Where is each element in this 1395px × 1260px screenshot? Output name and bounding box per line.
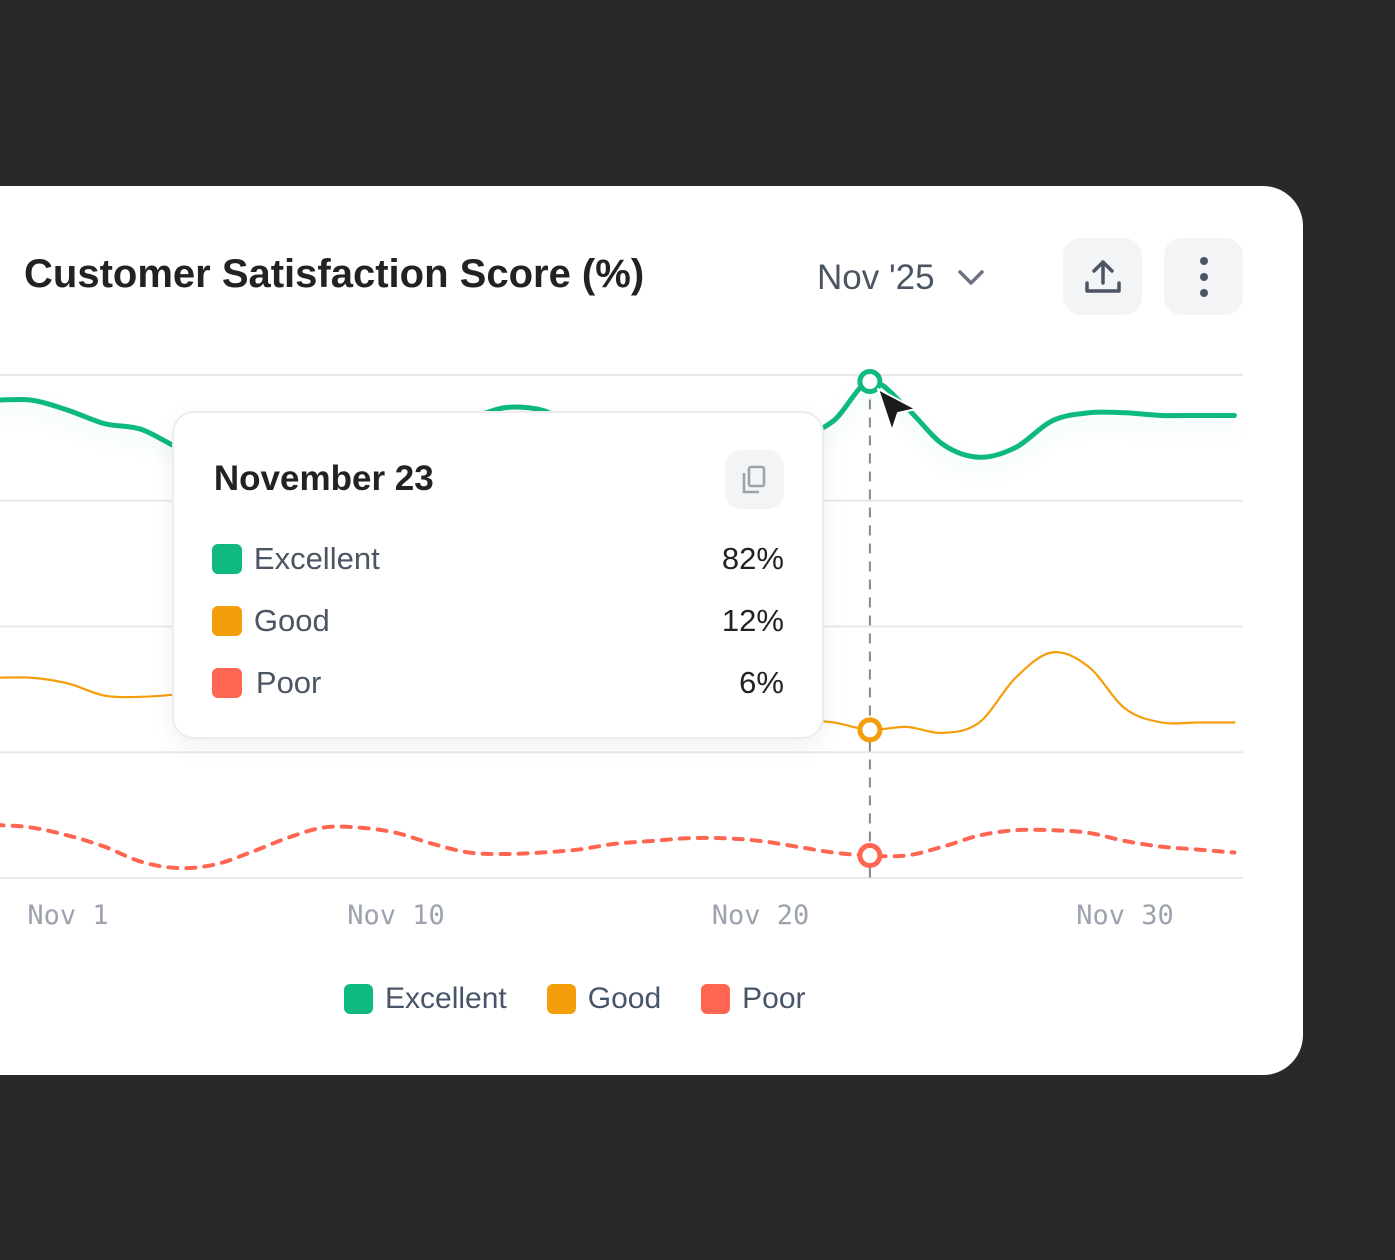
- x-axis-ticks: Nov 1 Nov 10 Nov 20 Nov 30: [27, 900, 1173, 931]
- more-vertical-icon: [1199, 256, 1208, 297]
- legend-item-poor[interactable]: Poor: [701, 982, 806, 1016]
- legend-item-good[interactable]: Good: [546, 982, 662, 1016]
- copy-button[interactable]: [724, 450, 784, 509]
- legend-label: Excellent: [385, 982, 507, 1015]
- hover-markers: [857, 369, 883, 869]
- hover-marker-good: [857, 717, 883, 743]
- x-tick-label: Nov 1: [27, 900, 108, 931]
- x-tick-label: Nov 20: [712, 900, 810, 931]
- poor-swatch: [701, 984, 731, 1014]
- chart-legend: Excellent Good Poor: [344, 982, 846, 1016]
- hover-marker-excellent: [857, 369, 883, 395]
- chart-title: Customer Satisfaction Score (%): [24, 252, 645, 296]
- period-dropdown[interactable]: Nov '25: [817, 258, 985, 298]
- tooltip-series-value: 12%: [721, 603, 784, 638]
- tooltip-series-name: Excellent: [253, 541, 380, 576]
- excellent-swatch: [211, 544, 242, 574]
- x-tick-label: Nov 10: [347, 900, 445, 931]
- mouse-cursor-icon: [876, 387, 917, 432]
- x-tick-label: Nov 30: [1076, 900, 1174, 931]
- excellent-swatch: [344, 984, 373, 1014]
- hover-marker-poor: [857, 843, 883, 869]
- copy-icon: [743, 465, 766, 493]
- legend-label: Poor: [742, 982, 806, 1015]
- tooltip-title: November 23: [213, 459, 434, 498]
- good-swatch: [211, 606, 242, 636]
- export-button[interactable]: [1063, 238, 1142, 315]
- tooltip-row-excellent: Excellent 82%: [211, 539, 784, 579]
- more-options-button[interactable]: [1164, 238, 1243, 315]
- tooltip-row-good: Good 12%: [211, 601, 784, 641]
- period-label: Nov '25: [817, 258, 935, 297]
- tooltip: November 23 Excellent 82% Good 12% Poor …: [171, 411, 824, 739]
- tooltip-series-value: 6%: [739, 665, 784, 700]
- legend-item-excellent[interactable]: Excellent: [344, 982, 507, 1016]
- chevron-down-icon: [957, 270, 984, 285]
- tooltip-series-name: Good: [253, 603, 330, 638]
- upload-icon: [1084, 259, 1121, 293]
- tooltip-series-value: 82%: [721, 541, 784, 576]
- poor-swatch: [211, 668, 242, 698]
- legend-label: Good: [587, 982, 662, 1015]
- series-line-poor: [0, 823, 1237, 871]
- tooltip-series-name: Poor: [255, 665, 322, 700]
- good-swatch: [546, 984, 576, 1014]
- tooltip-row-poor: Poor 6%: [211, 663, 784, 703]
